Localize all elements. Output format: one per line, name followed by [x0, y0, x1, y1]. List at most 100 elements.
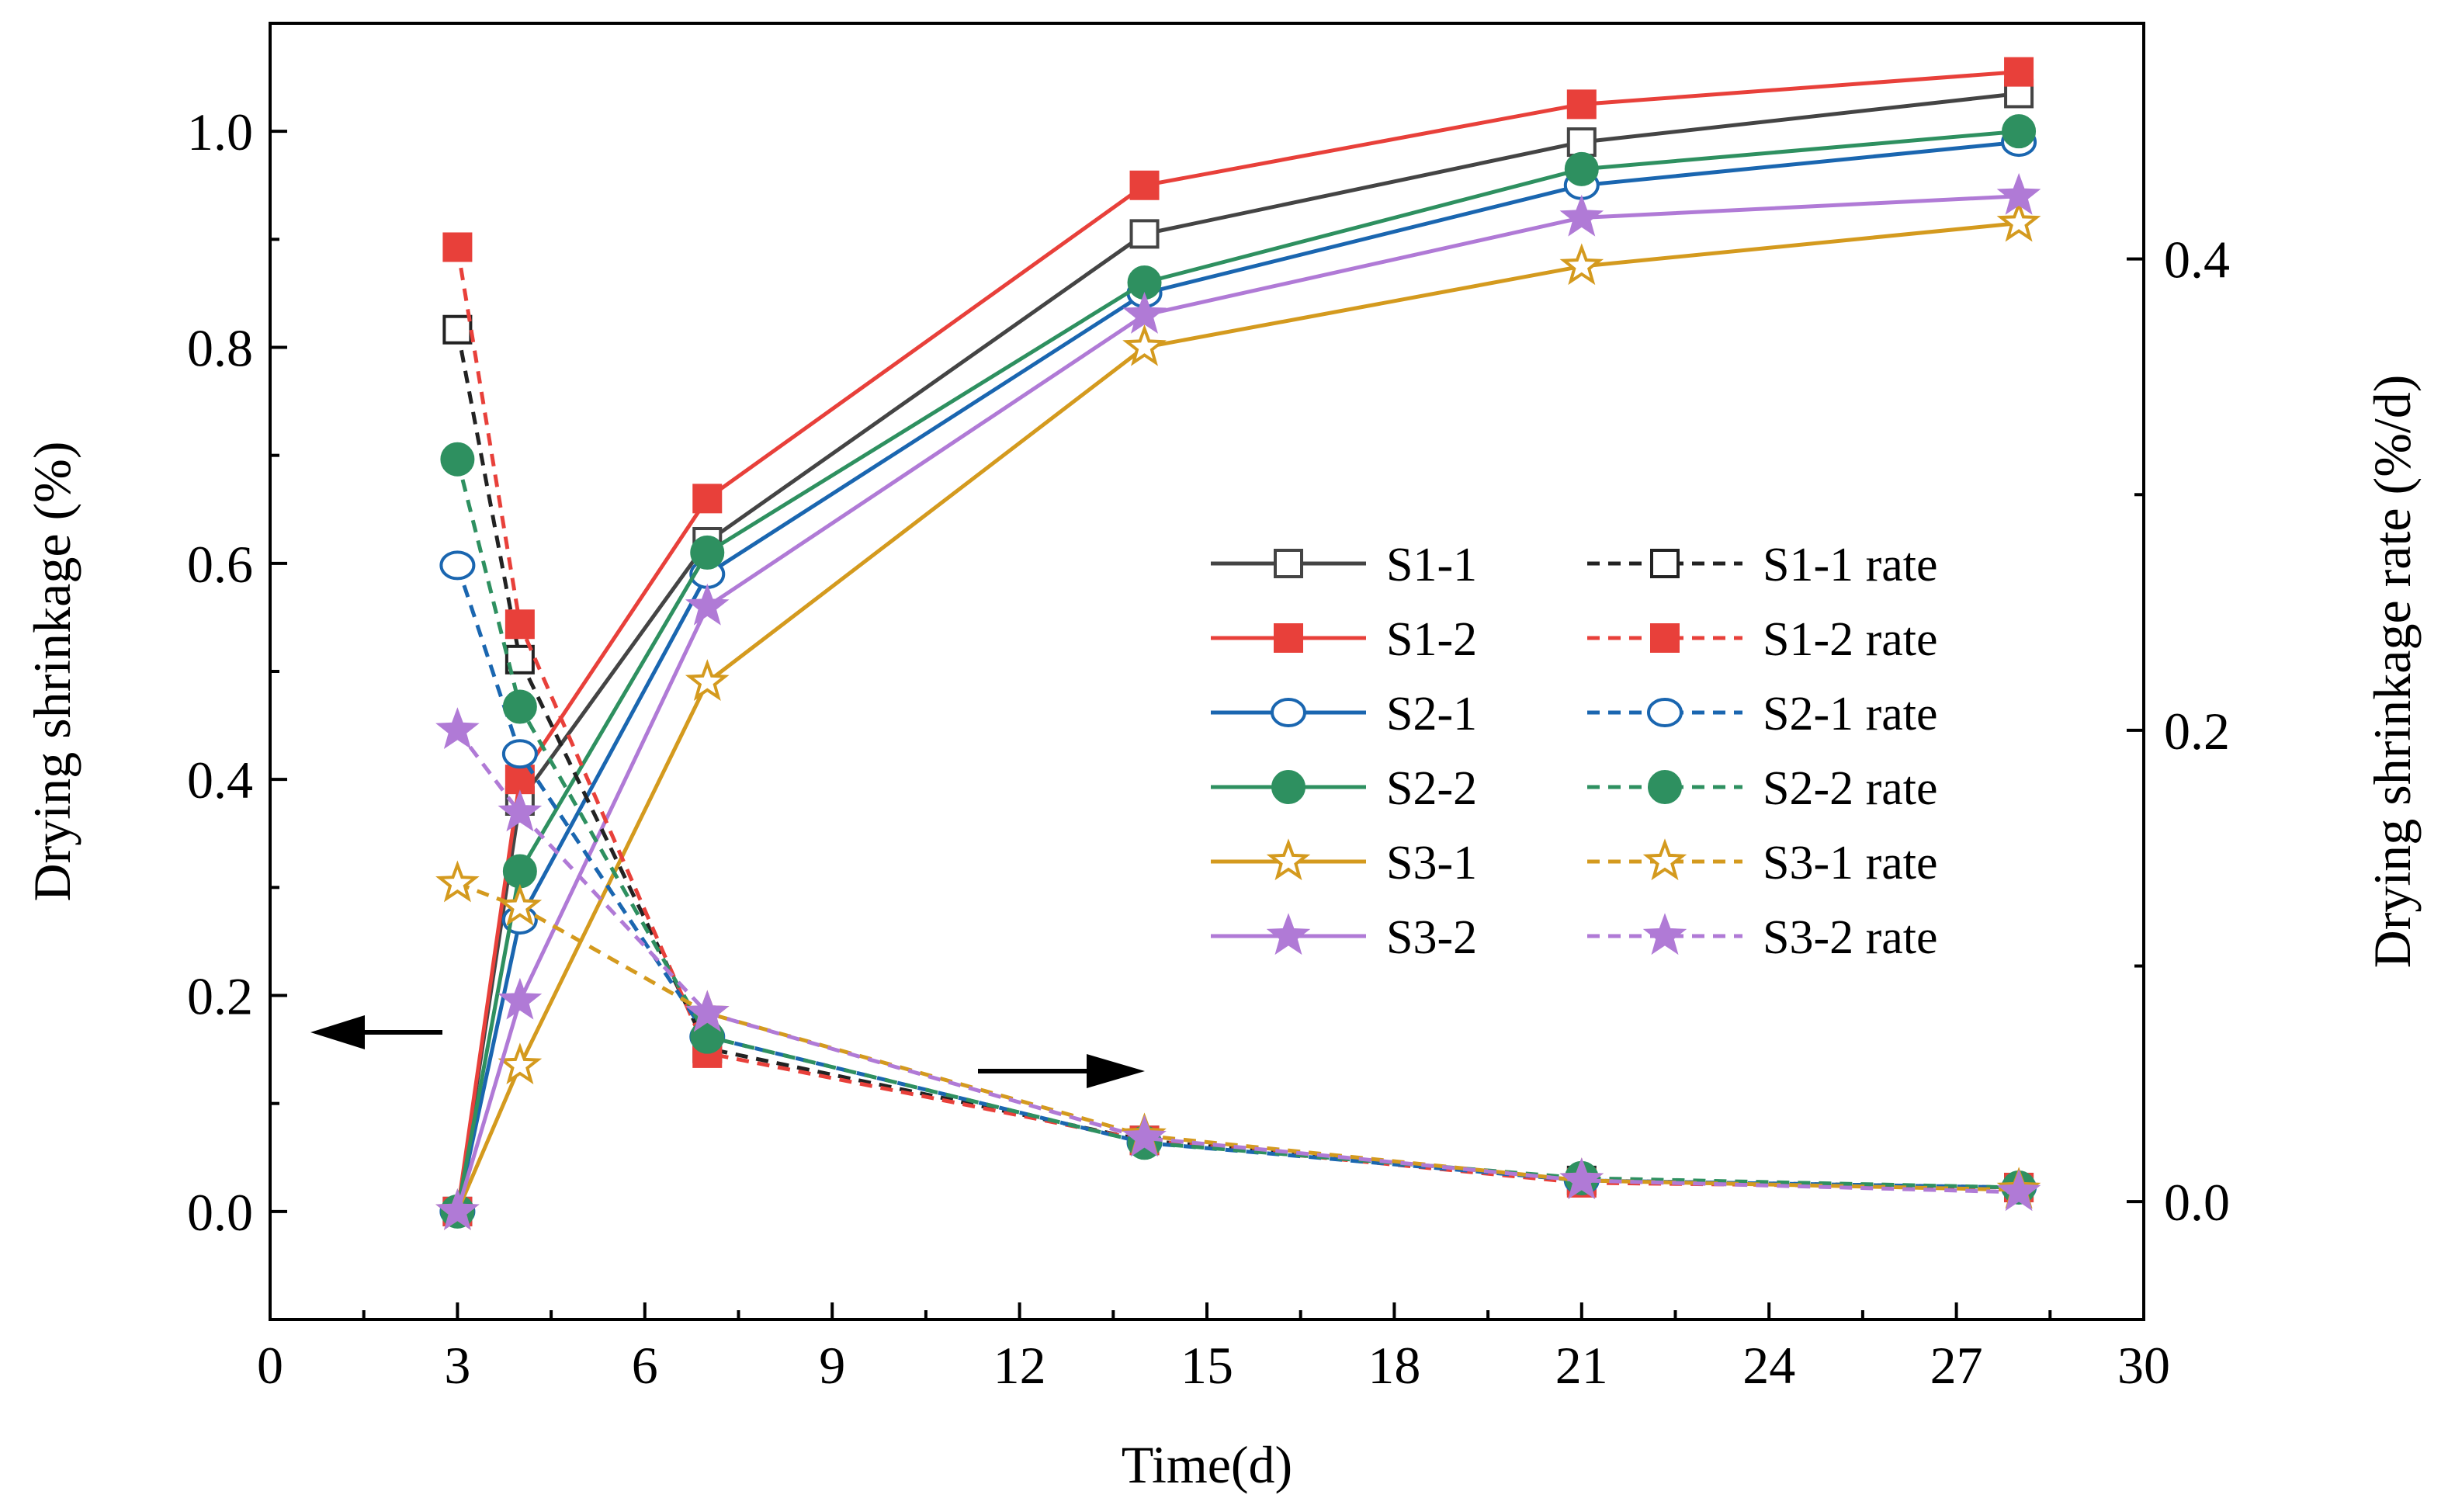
legend-entry: S3-2 rate	[1587, 911, 1938, 964]
right-axis-arrow	[978, 1054, 1145, 1088]
data-point	[435, 1188, 480, 1230]
x-tick-label: 27	[1930, 1336, 1983, 1395]
legend-label: S1-2 rate	[1763, 613, 1938, 666]
x-tick-label: 30	[2117, 1336, 2170, 1395]
data-point	[690, 535, 725, 570]
data-point	[692, 484, 723, 514]
legend-entry: S2-2 rate	[1587, 762, 1938, 815]
y-right-tick-label: 0.2	[2164, 702, 2230, 761]
data-point	[1559, 1157, 1604, 1199]
legend-marker	[1266, 913, 1311, 955]
legend-label: S3-1	[1386, 837, 1477, 890]
y-left-tick-label: 1.0	[187, 102, 253, 161]
data-point	[498, 789, 543, 832]
data-point	[1129, 219, 1160, 249]
x-axis: 0 3 6 9 12 15 18 21 24 27 30	[257, 1302, 2170, 1395]
x-tick-label: 6	[632, 1336, 658, 1395]
data-point	[1129, 170, 1160, 200]
legend-label: S3-2 rate	[1763, 911, 1938, 964]
legend-entry: S1-1	[1211, 539, 1477, 591]
legend-entry: S2-1 rate	[1587, 688, 1938, 740]
series-line	[455, 459, 2020, 1190]
data-point	[1122, 1115, 1167, 1157]
legend-marker	[1642, 838, 1687, 881]
y-right-tick-label: 0.4	[2164, 231, 2230, 290]
legend-entry: S2-2	[1211, 762, 1477, 815]
series-line	[455, 129, 2020, 1212]
data-point	[1559, 194, 1604, 237]
plot-frame	[269, 22, 2145, 1321]
legend-marker	[1266, 838, 1311, 881]
legend: S1-1 S1-2 S2-1 S2-2 S3-1 S3-2 S1-1 rate S1-2 ra…	[1211, 539, 1938, 964]
legend-label: S1-1	[1386, 539, 1477, 591]
x-tick-label: 21	[1555, 1336, 1608, 1395]
x-tick-label: 18	[1368, 1336, 1420, 1395]
y-right-tick-label: 0.0	[2164, 1173, 2230, 1232]
x-tick-label: 12	[993, 1336, 1046, 1395]
legend-label: S2-2 rate	[1763, 762, 1938, 815]
legend-marker	[1274, 549, 1303, 578]
legend-marker	[1647, 698, 1683, 727]
x-axis-title: Time(d)	[1122, 1435, 1292, 1494]
data-point	[685, 659, 730, 701]
legend-label: S3-1 rate	[1763, 837, 1938, 890]
legend-entry: S3-1	[1211, 837, 1477, 890]
y-axis-left: 0.0 0.2 0.4 0.6 0.8 1.0	[187, 102, 287, 1242]
data-point	[685, 583, 730, 626]
legend-label: S2-1 rate	[1763, 688, 1938, 740]
data-point	[439, 550, 476, 581]
data-point	[1559, 243, 1604, 286]
legend-entry: S3-2	[1211, 911, 1477, 964]
series-line	[456, 729, 2020, 1195]
legend-marker	[1271, 698, 1306, 727]
data-point	[435, 707, 480, 749]
series-line	[455, 329, 2020, 1190]
data-point	[435, 860, 480, 903]
series-s3-2	[435, 172, 2041, 1230]
x-tick-label: 15	[1181, 1336, 1233, 1395]
data-point	[1996, 1169, 2041, 1212]
legend-entry: S3-1 rate	[1587, 837, 1938, 890]
data-point	[498, 883, 543, 926]
data-point	[685, 990, 730, 1032]
legend-marker	[1650, 549, 1680, 578]
data-point	[498, 1042, 543, 1085]
legend-label: S3-2	[1386, 911, 1477, 964]
series-line	[456, 194, 2020, 1212]
legend-marker	[1274, 623, 1303, 653]
data-point	[1996, 172, 2041, 215]
series-line	[455, 70, 2020, 1212]
legend-entry: S2-1	[1211, 688, 1477, 740]
series-line	[456, 221, 2020, 1212]
legend-label: S1-2	[1386, 613, 1477, 666]
y-left-tick-label: 0.4	[187, 751, 253, 810]
series-line	[455, 140, 2020, 1212]
x-tick-label: 0	[257, 1336, 283, 1395]
data-point	[502, 689, 537, 724]
data-point	[442, 232, 473, 262]
data-point	[1122, 292, 1167, 334]
y-left-tick-label: 0.0	[187, 1183, 253, 1242]
data-point	[1996, 199, 2041, 242]
y-left-tick-label: 0.2	[187, 967, 253, 1026]
y-left-tick-label: 0.6	[187, 535, 253, 594]
series-s1-1-rate	[442, 314, 2034, 1202]
data-point	[1564, 151, 1599, 186]
x-tick-label: 3	[444, 1336, 470, 1395]
data-point	[440, 442, 475, 477]
series-s2-2	[440, 114, 2037, 1229]
legend-entry: S1-2 rate	[1587, 613, 1938, 666]
series-layer	[435, 57, 2041, 1230]
legend-label: S2-1	[1386, 688, 1477, 740]
data-point	[1566, 89, 1597, 120]
x-tick-label: 9	[819, 1336, 845, 1395]
data-point	[498, 977, 543, 1020]
series-s1-2	[442, 57, 2034, 1226]
series-s3-2-rate	[435, 707, 2041, 1212]
legend-label: S1-1 rate	[1763, 539, 1938, 591]
legend-entry: S1-1 rate	[1587, 539, 1938, 591]
legend-entry: S1-2	[1211, 613, 1477, 666]
left-axis-arrow	[310, 1015, 442, 1049]
data-point	[1122, 324, 1167, 366]
